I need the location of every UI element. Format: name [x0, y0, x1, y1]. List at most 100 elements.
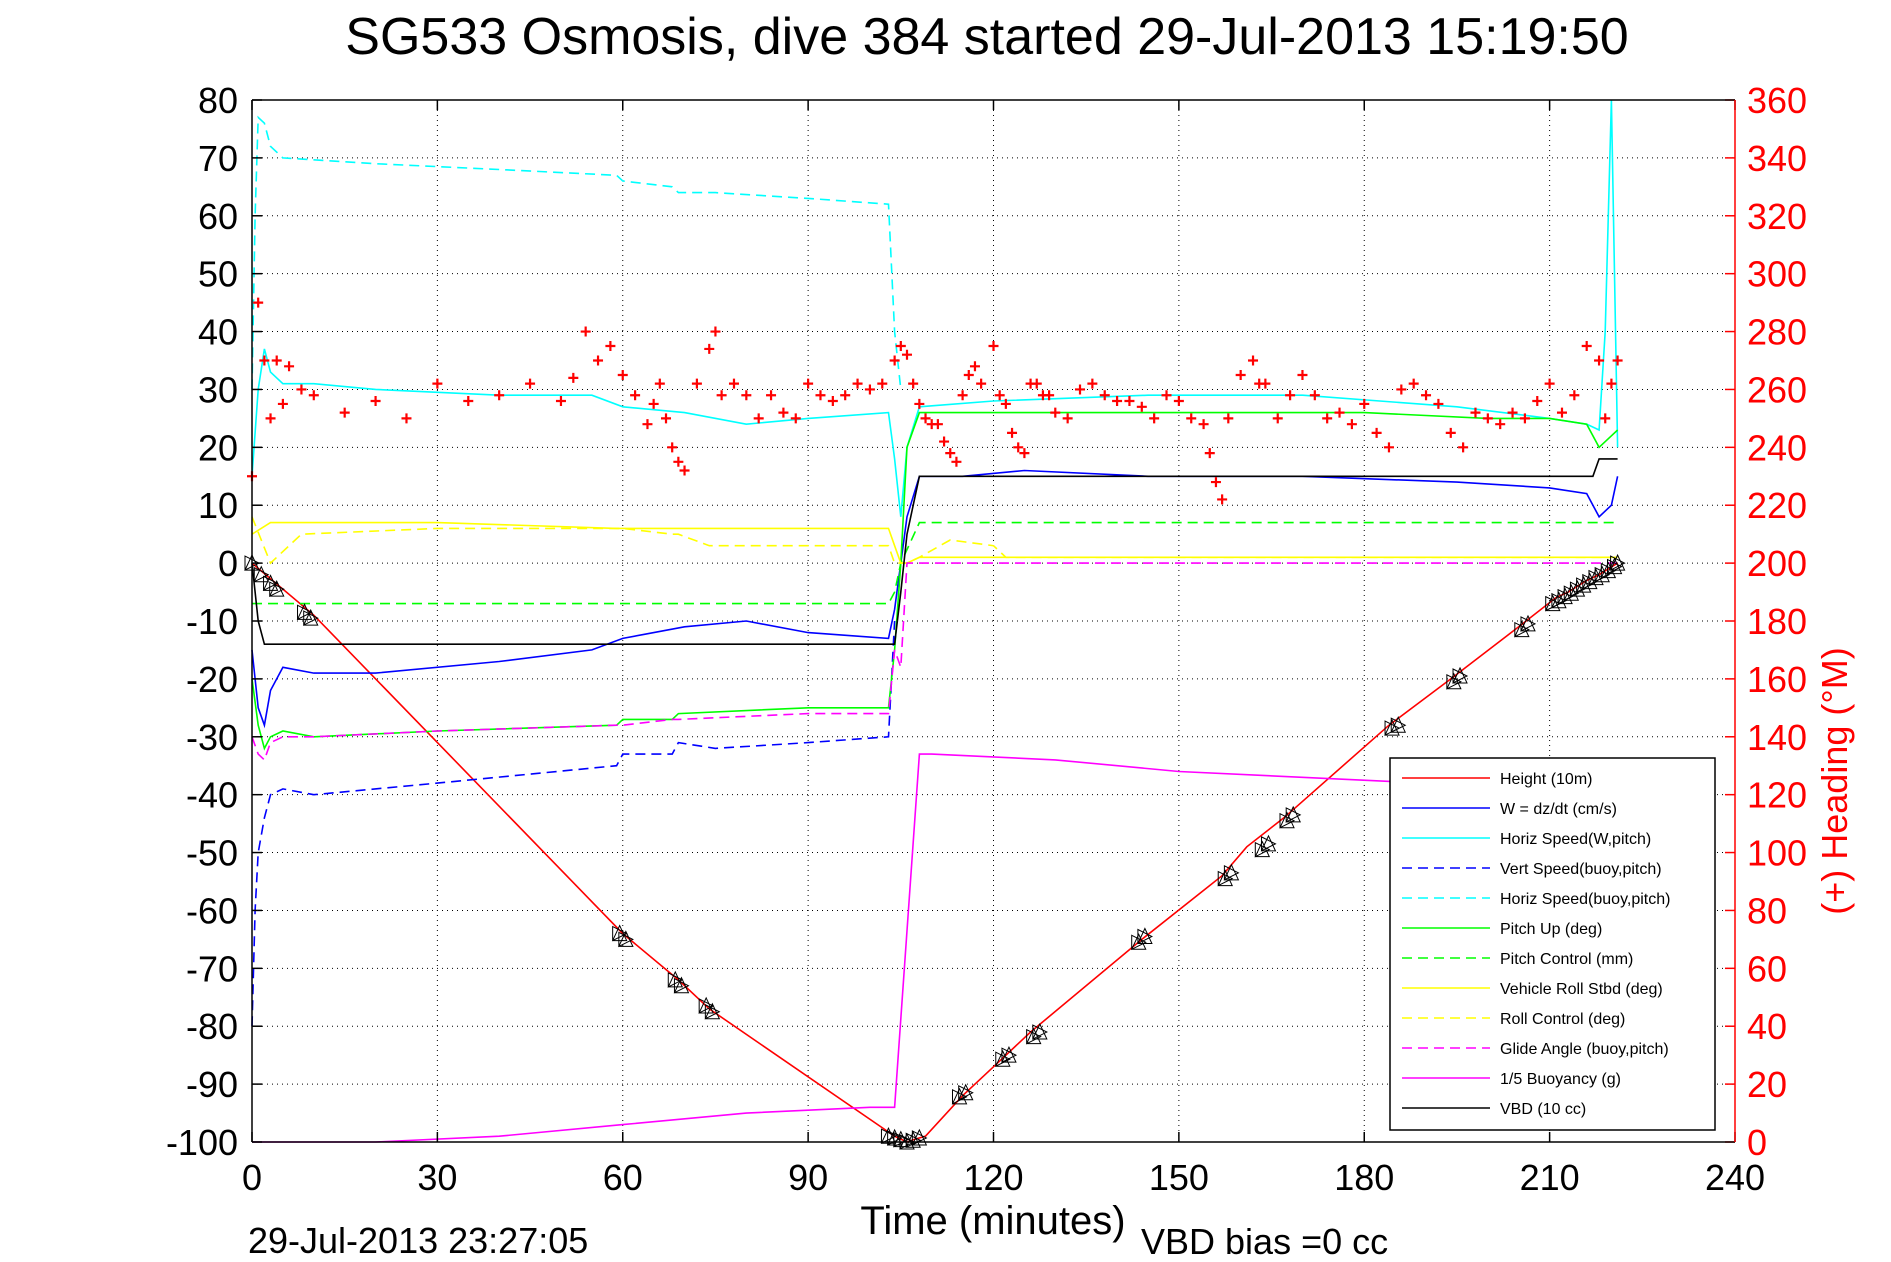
heading-point: [1532, 396, 1543, 407]
heading-point: [1186, 413, 1197, 424]
legend-box: [1389, 757, 1716, 1131]
y-tick-labels: 80 70 60 50 40 30 20 10 0 -10 -20 -30 -40 -50 -60 -70 -8…: [166, 80, 238, 1163]
heading-point: [1000, 398, 1011, 409]
y2-tick-label: 20: [1747, 1064, 1787, 1105]
heading-point: [963, 369, 974, 380]
heading-point: [654, 378, 665, 389]
heading-point: [617, 369, 628, 380]
depth-marker: [296, 603, 313, 621]
heading-point: [568, 372, 579, 383]
y-tick-label: -70: [186, 948, 238, 989]
x-tick-label: 120: [963, 1157, 1023, 1198]
heading-point: [704, 343, 715, 354]
depth-marker: [1001, 1045, 1018, 1063]
heading-point: [605, 341, 616, 352]
depth-marker: [994, 1050, 1011, 1068]
series-line-5: [251, 411, 1619, 751]
heading-point: [1600, 413, 1611, 424]
heading-point: [1248, 355, 1259, 366]
y-tick-label: 0: [218, 543, 238, 584]
depth-marker: [1582, 572, 1598, 590]
x-tick-label: 180: [1334, 1157, 1394, 1198]
footer-vbd-bias: VBD bias =0 cc: [1141, 1221, 1388, 1262]
depth-marker: [1569, 579, 1586, 597]
heading-point: [1019, 448, 1030, 459]
depth-marker: [1025, 1027, 1042, 1045]
heading-point: [1149, 413, 1160, 424]
depth-marker: [1520, 614, 1537, 632]
depth-marker: [704, 1002, 721, 1020]
heading-point: [895, 341, 906, 352]
heading-point: [901, 349, 912, 360]
y2-tick-label: 80: [1747, 890, 1787, 931]
y-tick-label: 50: [198, 254, 238, 295]
heading-point: [1507, 407, 1518, 418]
heading-point: [889, 355, 900, 366]
heading-point: [593, 355, 604, 366]
y-tick-label: -50: [186, 833, 238, 874]
depth-marker: [253, 565, 270, 583]
depth-marker: [268, 579, 285, 597]
heading-point: [1210, 477, 1221, 488]
heading-point: [1396, 384, 1407, 395]
legend-label: Vert Speed(buoy,pitch): [1500, 861, 1662, 878]
heading-point: [648, 398, 659, 409]
heading-point: [667, 442, 678, 453]
heading-point: [753, 413, 764, 424]
heading-point: [673, 456, 684, 467]
heading-point: [803, 378, 814, 389]
depth-marker: [611, 924, 628, 942]
heading-point: [939, 436, 950, 447]
heading-point: [1031, 378, 1042, 389]
heading-point: [840, 390, 851, 401]
heading-point: [296, 384, 307, 395]
heading-point: [945, 448, 956, 459]
heading-point: [1297, 369, 1308, 380]
y2-tick-label: 40: [1747, 1006, 1787, 1047]
series-line-3: [251, 620, 896, 1027]
y2-tick-label: 320: [1747, 196, 1807, 237]
heading-point: [1433, 398, 1444, 409]
heading-point: [253, 297, 264, 308]
heading-point: [1322, 413, 1333, 424]
heading-point: [271, 355, 282, 366]
depth-marker: [1285, 805, 1302, 823]
y2-tick-label: 200: [1747, 543, 1807, 584]
depth-marker: [667, 970, 684, 988]
heading-point: [908, 378, 919, 389]
heading-point: [815, 390, 826, 401]
heading-point: [308, 390, 319, 401]
depth-marker: [302, 608, 319, 626]
depth-marker: [957, 1083, 974, 1101]
series-line-8: [251, 516, 1618, 565]
legend-label: Pitch Control (mm): [1500, 951, 1633, 968]
heading-point: [1612, 355, 1623, 366]
legend: Height (10m) W = dz/dt (cm/s) Horiz Speed(…: [1389, 757, 1716, 1131]
heading-point: [1445, 427, 1456, 438]
heading-point: [642, 419, 653, 430]
heading-point: [1519, 413, 1530, 424]
y2-tick-label: 160: [1747, 659, 1807, 700]
x-tick-label: 30: [417, 1157, 457, 1198]
heading-point: [1470, 407, 1481, 418]
legend-label: Glide Angle (buoy,pitch): [1500, 1041, 1669, 1058]
heading-point: [259, 355, 270, 366]
y-tick-label: 30: [198, 369, 238, 410]
y2-axis-label: (+) Heading (°M): [1814, 647, 1855, 914]
y-tick-label: -40: [186, 775, 238, 816]
heading-point: [877, 378, 888, 389]
heading-point: [852, 378, 863, 389]
series-layer: [251, 99, 1619, 1143]
heading-point: [370, 396, 381, 407]
footer-timestamp: 29-Jul-2013 23:27:05: [248, 1220, 588, 1261]
heading-point: [1285, 390, 1296, 401]
heading-point: [691, 378, 702, 389]
heading-point: [710, 326, 721, 337]
legend-label: Horiz Speed(buoy,pitch): [1500, 891, 1670, 908]
depth-marker: [1563, 584, 1580, 602]
x-tick-labels: 0 30 60 90 120 150 180 210 240: [242, 1157, 1765, 1198]
heading-point: [580, 326, 591, 337]
heading-point: [1421, 390, 1432, 401]
legend-label: Vehicle Roll Stbd (deg): [1500, 981, 1663, 998]
series-line-4: [251, 115, 902, 390]
